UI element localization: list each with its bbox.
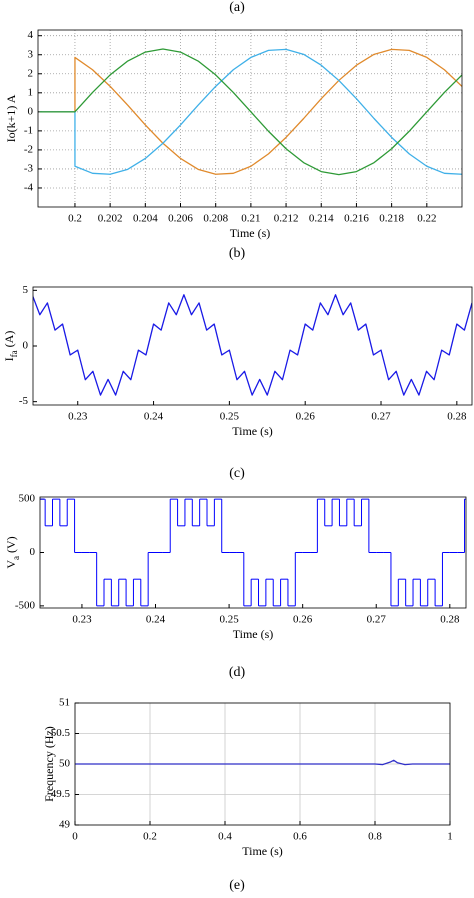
y-tick-label: 50.5 (51, 727, 71, 739)
series-line (39, 48, 462, 175)
plot-area (75, 759, 450, 766)
x-tick-label: 1 (447, 831, 453, 843)
x-tick-label: 0.214 (309, 213, 334, 225)
y-tick-label: 49.5 (51, 788, 71, 800)
x-tick-label: 0.26 (293, 614, 313, 626)
x-tick-label: 0.208 (203, 213, 228, 225)
x-tick-label: 0.23 (68, 411, 88, 423)
x-tick-label: 0.206 (168, 213, 193, 225)
x-tick-label: 0.28 (447, 411, 467, 423)
x-tick-label: 0 (72, 831, 78, 843)
y-axis-title-part: (V) (4, 536, 18, 556)
x-tick-label: 0.6 (293, 831, 307, 843)
series-line (75, 759, 450, 766)
x-tick-label: 0.27 (367, 614, 387, 626)
y-tick-label: 0 (30, 546, 36, 558)
y-tick-label: -5 (19, 395, 29, 407)
y-tick-label: 5 (23, 284, 29, 296)
y-axis-title: Io(k+1) A (4, 94, 18, 142)
y-tick-label: 3 (28, 48, 34, 60)
panel-label: (a) (229, 0, 245, 15)
plot-area (40, 498, 466, 607)
x-tick-label: 0.212 (274, 213, 299, 225)
y-tick-label: -4 (24, 181, 34, 193)
y-tick-label: -1 (24, 124, 33, 136)
plot-area (33, 294, 472, 396)
x-axis-title: Time (s) (242, 844, 283, 858)
x-tick-label: 0.202 (98, 213, 123, 225)
x-tick-label: 0.23 (72, 614, 92, 626)
x-tick-label: 0.21 (241, 213, 260, 225)
plot-area (39, 48, 462, 176)
x-tick-label: 0.24 (146, 614, 166, 626)
y-tick-label: -2 (24, 143, 33, 155)
y-axis-title: Ifa (A) (2, 331, 19, 362)
panel-label: (e) (229, 878, 245, 893)
x-tick-label: 0.8 (368, 831, 382, 843)
y-axis-title: Va (V) (4, 536, 21, 568)
x-tick-label: 0.26 (296, 411, 316, 423)
y-axis-title-part: V (4, 560, 18, 569)
x-tick-label: 0.218 (379, 213, 404, 225)
x-axis-title: Time (s) (230, 226, 271, 240)
x-tick-label: 0.204 (133, 213, 158, 225)
panel-label: (d) (229, 665, 246, 680)
plot-frame (74, 702, 451, 826)
y-axis-title-part: Frequency (Hz) (42, 726, 56, 802)
x-tick-label: 0.4 (218, 831, 232, 843)
y-tick-label: 0 (28, 105, 34, 117)
panel-label: (c) (229, 466, 245, 481)
plot-frame (37, 29, 463, 208)
series-line (33, 294, 472, 396)
y-tick-label: 4 (28, 29, 34, 41)
y-tick-label: 500 (19, 493, 36, 505)
y-axis-title-part: (A) (2, 331, 16, 351)
x-tick-label: 0.216 (344, 213, 369, 225)
y-axis-title: Frequency (Hz) (42, 726, 56, 802)
y-tick-label: -3 (24, 162, 34, 174)
y-tick-label: 1 (28, 86, 34, 98)
x-tick-label: 0.24 (144, 411, 164, 423)
series-line (39, 48, 462, 176)
x-tick-label: 0.28 (440, 614, 460, 626)
x-tick-label: 0.2 (68, 213, 82, 225)
y-tick-label: 2 (28, 67, 34, 79)
series-line (39, 48, 462, 175)
y-tick-label: 50 (59, 758, 71, 770)
y-tick-label: 0 (23, 340, 29, 352)
y-axis-title-part: I (2, 357, 16, 361)
plot-frame (39, 496, 467, 609)
x-tick-label: 0.25 (220, 411, 240, 423)
y-tick-label: 49 (59, 819, 71, 831)
x-tick-label: 0.25 (219, 614, 239, 626)
y-axis-title-part: fa (9, 350, 19, 357)
y-tick-label: -500 (15, 599, 36, 611)
x-axis-title: Time (s) (232, 424, 273, 438)
x-tick-label: 0.27 (371, 411, 391, 423)
x-tick-label: 0.22 (417, 213, 436, 225)
y-tick-label: 51 (59, 697, 70, 709)
y-axis-title-part: a (11, 556, 21, 560)
y-axis-title-part: Io(k+1) A (4, 94, 18, 142)
panel-label: (b) (229, 246, 246, 261)
plot-frame (32, 286, 473, 406)
x-tick-label: 0.2 (143, 831, 157, 843)
x-axis-title: Time (s) (233, 627, 274, 641)
